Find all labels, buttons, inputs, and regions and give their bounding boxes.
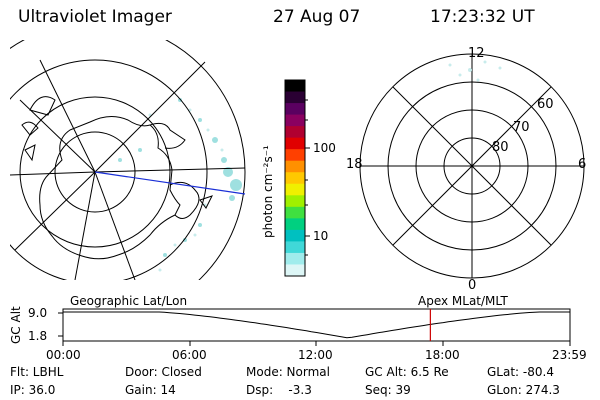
colorbar-segment <box>285 195 305 208</box>
terminator-line <box>94 171 246 195</box>
instrument-title: Ultraviolet Imager <box>18 7 172 27</box>
colorbar-segment <box>285 229 305 242</box>
colorbar-segment <box>285 252 305 265</box>
colorbar-segment <box>285 80 305 93</box>
colorbar-segment <box>285 183 305 196</box>
timeline-ytick-top: 9.0 <box>28 306 48 320</box>
colorbar-tick-10: 10 <box>313 229 329 243</box>
status-gc-alt: GC Alt: 6.5 Re <box>365 365 449 379</box>
geo-caption: Geographic Lat/Lon <box>70 294 188 308</box>
colorbar-segment <box>285 91 305 104</box>
status-door: Door: Closed <box>125 365 202 379</box>
aurora-emission <box>118 98 242 257</box>
mlt-label-6: 6 <box>578 157 587 172</box>
mlat-label-80: 80 <box>492 140 509 155</box>
timeline-ytick-bottom: 1.8 <box>28 329 48 343</box>
colorbar-segment <box>285 160 305 173</box>
time-label: 17:23:32 UT <box>430 7 535 27</box>
status-gain: Gain: 14 <box>125 383 176 397</box>
colorbar-segment <box>285 218 305 231</box>
mlt-label-12: 12 <box>468 46 485 61</box>
colorbar-segment <box>285 241 305 254</box>
mlt-label-0: 0 <box>468 278 477 293</box>
status-ip: IP: 36.0 <box>10 383 56 397</box>
status-filter: Flt: LBHL <box>10 365 64 379</box>
status-glon: GLon: 274.3 <box>487 383 560 397</box>
colorbar-unit: photon cm⁻²s⁻¹ <box>261 145 275 238</box>
polar-caption: Apex MLat/MLT <box>418 294 508 308</box>
altitude-plot-frame <box>62 308 571 342</box>
mlat-label-60: 60 <box>537 97 554 112</box>
timeline-xtick-1800: 18:00 <box>425 348 460 362</box>
timeline-xtick-0600: 06:00 <box>172 348 207 362</box>
colorbar-segment <box>285 206 305 219</box>
altitude-curve <box>63 311 570 339</box>
status-seq: Seq: 39 <box>365 383 411 397</box>
date-label: 27 Aug 07 <box>273 7 361 27</box>
colorbar-segment <box>285 126 305 139</box>
status-mode: Mode: Normal <box>246 365 330 379</box>
colorbar-segment <box>285 264 305 277</box>
status-dsp: Dsp: -3.3 <box>246 383 312 397</box>
colorbar-segment <box>285 172 305 185</box>
colorbar-segment <box>285 114 305 127</box>
colorbar-segment <box>285 103 305 116</box>
colorbar-segment <box>285 149 305 162</box>
status-glat: GLat: -80.4 <box>487 365 554 379</box>
timeline-xtick-2359: 23:59 <box>552 348 587 362</box>
timeline-xtick-0000: 00:00 <box>46 348 81 362</box>
timeline-ylabel: GC Alt <box>9 306 23 344</box>
colorbar-tick-100: 100 <box>313 141 336 155</box>
polar-grid <box>359 53 585 279</box>
colorbar <box>285 80 305 277</box>
timeline-xtick-1200: 12:00 <box>298 348 333 362</box>
colorbar-segment <box>285 137 305 150</box>
mlt-label-18: 18 <box>346 157 363 172</box>
mlat-label-70: 70 <box>513 120 530 135</box>
